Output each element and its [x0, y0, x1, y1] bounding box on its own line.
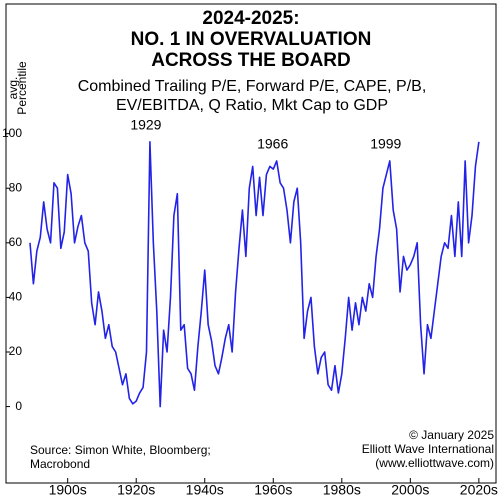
x-tick-label: 1900s	[49, 482, 87, 497]
y-tick-label: 100	[2, 126, 22, 140]
credit-note: Elliott Wave International	[362, 442, 494, 456]
y-tick-label: 60	[9, 235, 23, 249]
chart-title: NO. 1 IN OVERVALUATION	[131, 29, 372, 50]
source-note: Source: Simon White, Bloomberg;	[30, 443, 211, 457]
annotation: 1999	[370, 136, 401, 152]
annotation: 1929	[130, 117, 161, 133]
chart-subtitle: EV/EBITDA, Q Ratio, Mkt Cap to GDP	[116, 97, 388, 114]
data-line	[29, 141, 480, 408]
chart-title: 2024-2025:	[202, 8, 299, 29]
chart-subtitle: Combined Trailing P/E, Forward P/E, CAPE…	[78, 78, 427, 95]
y-axis-label: Percentile	[15, 61, 29, 115]
x-tick-label: 2000s	[391, 482, 429, 497]
source-note: Macrobond	[30, 457, 90, 471]
x-tick-label: 1920s	[117, 482, 155, 497]
x-tick-label: 1980s	[323, 482, 361, 497]
y-tick-label: 40	[9, 290, 23, 304]
x-tick-label: 2020s	[460, 482, 498, 497]
credit-note: (www.elliottwave.com)	[375, 456, 494, 470]
plot-frame	[5, 3, 497, 484]
annotation: 1966	[257, 136, 288, 152]
y-tick-label: 0	[15, 399, 22, 413]
credit-note: © January 2025	[409, 428, 494, 442]
y-axis-label: avg.	[6, 77, 20, 100]
chart-title: ACROSS THE BOARD	[151, 50, 351, 71]
x-tick-label: 1960s	[254, 482, 292, 497]
y-tick-label: 80	[9, 180, 23, 194]
x-tick-label: 1940s	[186, 482, 224, 497]
y-tick-label: 20	[9, 344, 23, 358]
